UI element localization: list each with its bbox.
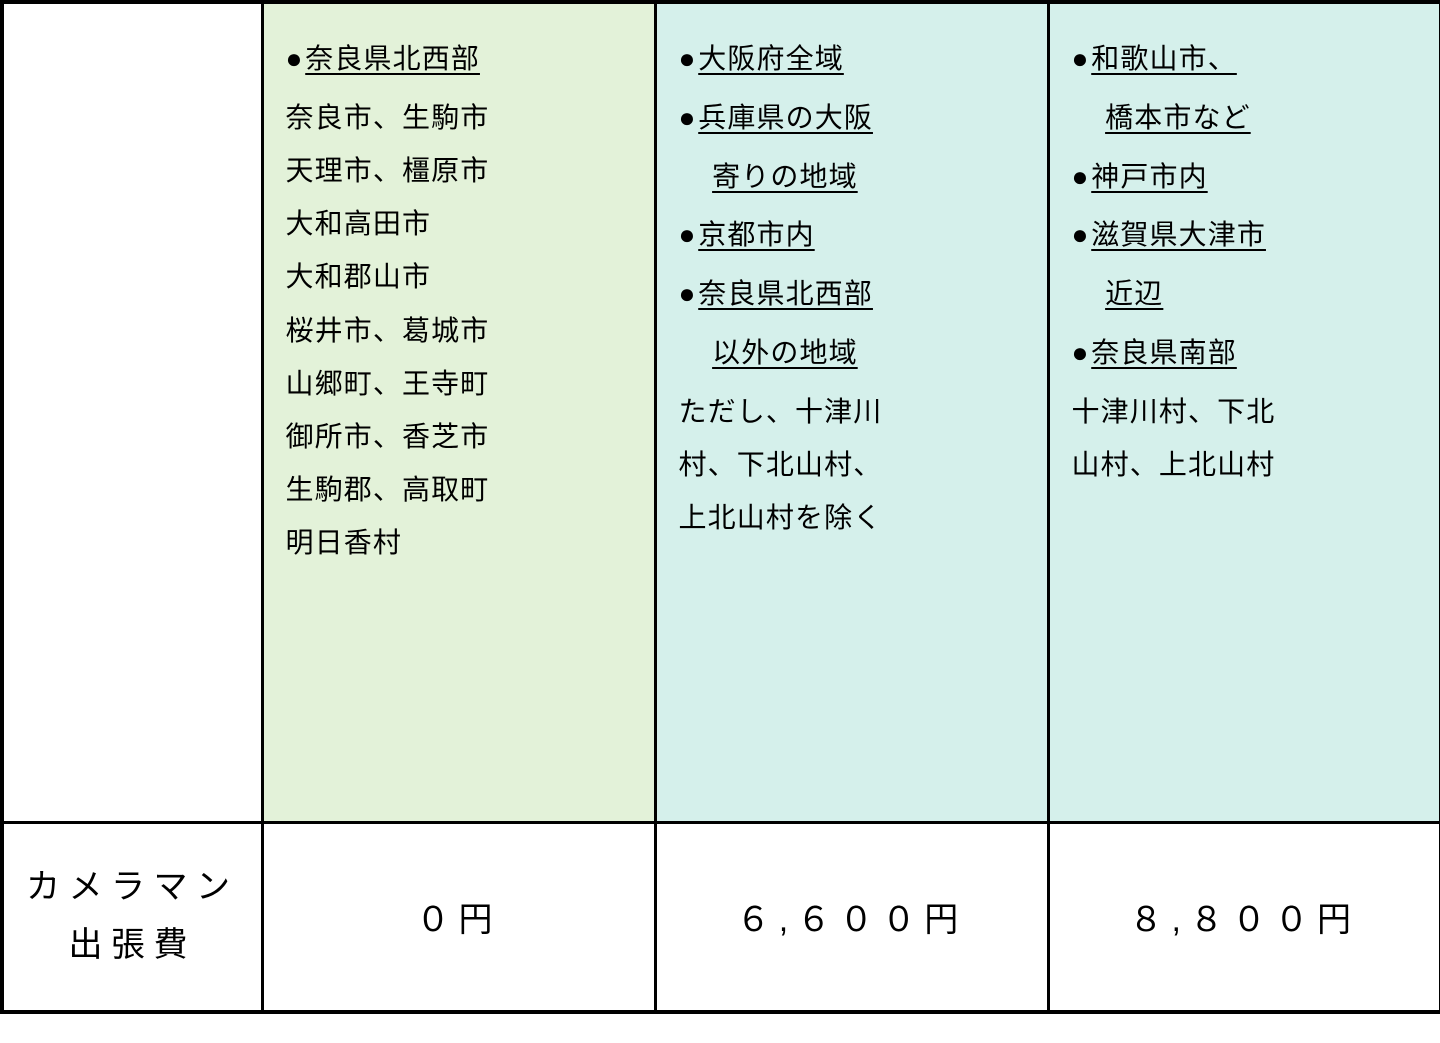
body-line: 村、下北山村、 (679, 438, 1025, 491)
bullet-line: ●兵庫県の大阪 (679, 91, 1025, 144)
bullet-dot-icon: ● (1072, 208, 1089, 261)
bullet-text: 奈良県北西部 (305, 32, 480, 85)
areas-row: ●奈良県北西部 奈良市、生駒市天理市、橿原市大和高田市大和郡山市桜井市、葛城市山… (2, 2, 1440, 822)
bullet-text: 橋本市など (1105, 91, 1251, 144)
bullet-text: 滋賀県大津市 (1091, 208, 1266, 261)
bullet-line: 寄りの地域 (679, 150, 1025, 203)
bullet-text: 大阪府全域 (698, 32, 844, 85)
zone-b-price: ６,６００円 (655, 822, 1048, 1012)
body-line: 十津川村、下北 (1072, 385, 1418, 438)
bullet-line: ●神戸市内 (1072, 150, 1418, 203)
zone-b-cell: ●大阪府全域●兵庫県の大阪寄りの地域●京都市内●奈良県北西部以外の地域 ただし、… (655, 2, 1048, 822)
bullet-text: 近辺 (1105, 267, 1163, 320)
bullet-text: 神戸市内 (1091, 150, 1207, 203)
bullet-dot-icon: ● (679, 91, 696, 144)
bullet-text: 京都市内 (698, 208, 814, 261)
zone-a-bullets: ●奈良県北西部 (286, 32, 632, 85)
body-line: 天理市、橿原市 (286, 144, 632, 197)
bullet-text: 奈良県南部 (1091, 326, 1237, 379)
bullet-dot-icon: ● (679, 32, 696, 85)
bullet-text: 寄りの地域 (712, 150, 858, 203)
bullet-text: 和歌山市、 (1091, 32, 1237, 85)
bullet-line: ●奈良県北西部 (679, 267, 1025, 320)
bullet-line: ●大阪府全域 (679, 32, 1025, 85)
zone-c-body: 十津川村、下北山村、上北山村 (1072, 385, 1418, 491)
bullet-line: ●京都市内 (679, 208, 1025, 261)
body-line: 大和高田市 (286, 197, 632, 250)
zone-a-cell: ●奈良県北西部 奈良市、生駒市天理市、橿原市大和高田市大和郡山市桜井市、葛城市山… (262, 2, 655, 822)
bullet-line: ●奈良県南部 (1072, 326, 1418, 379)
bullet-line: 以外の地域 (679, 326, 1025, 379)
bullet-line: ●和歌山市、 (1072, 32, 1418, 85)
price-row: カメラマン 出張費 ０円 ６,６００円 ８,８００円 (2, 822, 1440, 1012)
price-label-line1: カメラマン (26, 868, 239, 906)
price-label-line2: 出張費 (69, 926, 197, 964)
zone-c-bullets: ●和歌山市、橋本市など●神戸市内●滋賀県大津市近辺●奈良県南部 (1072, 32, 1418, 379)
bullet-text: 以外の地域 (712, 326, 858, 379)
service-area-fee-table: ●奈良県北西部 奈良市、生駒市天理市、橿原市大和高田市大和郡山市桜井市、葛城市山… (0, 0, 1440, 1014)
zone-c-cell: ●和歌山市、橋本市など●神戸市内●滋賀県大津市近辺●奈良県南部 十津川村、下北山… (1048, 2, 1440, 822)
bullet-dot-icon: ● (1072, 326, 1089, 379)
bullet-dot-icon: ● (286, 32, 303, 85)
body-line: 生駒郡、高取町 (286, 463, 632, 516)
body-line: 奈良市、生駒市 (286, 91, 632, 144)
body-line: 上北山村を除く (679, 491, 1025, 544)
zone-c-price: ８,８００円 (1048, 822, 1440, 1012)
zone-b-body: ただし、十津川村、下北山村、上北山村を除く (679, 385, 1025, 545)
bullet-dot-icon: ● (679, 267, 696, 320)
body-line: ただし、十津川 (679, 385, 1025, 438)
body-line: 大和郡山市 (286, 250, 632, 303)
areas-row-header-blank (2, 2, 262, 822)
zone-b-bullets: ●大阪府全域●兵庫県の大阪寄りの地域●京都市内●奈良県北西部以外の地域 (679, 32, 1025, 379)
bullet-line: 近辺 (1072, 267, 1418, 320)
body-line: 山郷町、王寺町 (286, 357, 632, 410)
price-row-label: カメラマン 出張費 (2, 822, 262, 1012)
zone-a-body: 奈良市、生駒市天理市、橿原市大和高田市大和郡山市桜井市、葛城市山郷町、王寺町御所… (286, 91, 632, 570)
bullet-text: 奈良県北西部 (698, 267, 873, 320)
bullet-dot-icon: ● (1072, 150, 1089, 203)
body-line: 明日香村 (286, 516, 632, 569)
bullet-line: 橋本市など (1072, 91, 1418, 144)
body-line: 桜井市、葛城市 (286, 304, 632, 357)
zone-a-price: ０円 (262, 822, 655, 1012)
bullet-line: ●奈良県北西部 (286, 32, 632, 85)
body-line: 御所市、香芝市 (286, 410, 632, 463)
bullet-dot-icon: ● (679, 208, 696, 261)
body-line: 山村、上北山村 (1072, 438, 1418, 491)
bullet-line: ●滋賀県大津市 (1072, 208, 1418, 261)
bullet-dot-icon: ● (1072, 32, 1089, 85)
bullet-text: 兵庫県の大阪 (698, 91, 873, 144)
